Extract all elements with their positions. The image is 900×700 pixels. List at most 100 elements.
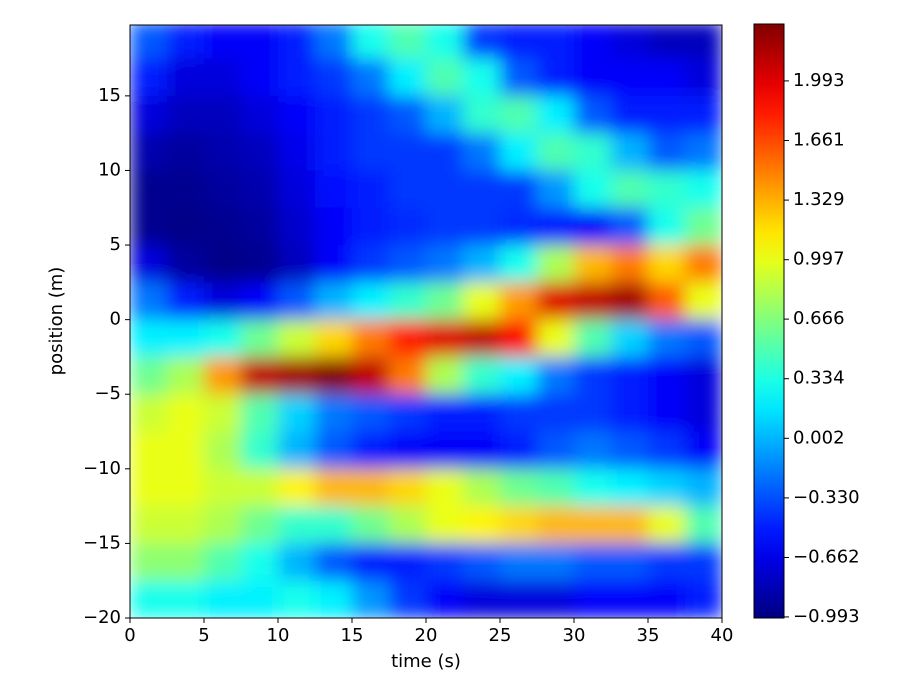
heatmap-cell	[130, 25, 168, 60]
heatmap-cell	[204, 431, 242, 470]
heatmap-cell	[130, 356, 168, 395]
heatmap-cell	[241, 431, 279, 470]
colorbar-tick-label: 1.661	[793, 130, 845, 151]
heatmap-cell	[426, 431, 464, 470]
heatmap-cell	[685, 245, 722, 283]
heatmap-cell	[278, 95, 316, 134]
heatmap-cell	[389, 580, 427, 618]
heatmap-cell	[685, 319, 722, 358]
heatmap-cell	[241, 95, 279, 134]
heatmap-cell	[648, 58, 686, 97]
heatmap-cell	[241, 356, 279, 395]
heatmap-cell	[278, 207, 316, 246]
heatmap-cell	[352, 394, 390, 433]
heatmap-cell	[685, 506, 722, 544]
heatmap-cell	[389, 170, 427, 209]
heatmap-cell	[315, 58, 353, 97]
heatmap-cell	[389, 207, 427, 246]
heatmap-cell	[278, 394, 316, 433]
heatmap-cell	[352, 356, 390, 395]
heatmap-cell	[426, 506, 464, 544]
x-tick-label: 25	[489, 625, 512, 646]
heatmap-cell	[500, 394, 538, 433]
heatmap-cell	[278, 431, 316, 470]
x-tick-label: 35	[637, 625, 660, 646]
heatmap-cell	[167, 468, 205, 507]
heatmap-cell	[426, 58, 464, 97]
heatmap-cell	[611, 394, 649, 433]
heatmap-cell	[426, 25, 464, 60]
heatmap-cell	[389, 468, 427, 507]
heatmap-cell	[167, 25, 205, 60]
heatmap-cell	[241, 170, 279, 209]
heatmap-cell	[130, 282, 168, 321]
heatmap-cell	[315, 431, 353, 470]
heatmap-cell	[574, 543, 612, 582]
heatmap-cell	[241, 468, 279, 507]
heatmap-cell	[611, 580, 649, 618]
heatmap-cell	[204, 170, 242, 209]
heatmap-cell	[537, 58, 575, 97]
heatmap-cell	[574, 356, 612, 395]
heatmap-cell	[463, 245, 501, 283]
heatmap-cell	[167, 356, 205, 395]
heatmap-cell	[648, 95, 686, 134]
heatmap-cell	[648, 506, 686, 544]
heatmap-cell	[685, 282, 722, 321]
heatmap-cell	[241, 394, 279, 433]
heatmap-cell	[352, 319, 390, 358]
heatmap-cell	[574, 282, 612, 321]
heatmap-cell	[315, 543, 353, 582]
heatmap-cell	[611, 468, 649, 507]
heatmap-cell	[500, 506, 538, 544]
heatmap-cell	[278, 25, 316, 60]
heatmap-cell	[389, 506, 427, 544]
heatmap-cell	[500, 468, 538, 507]
heatmap-cell	[241, 133, 279, 171]
heatmap-cell	[167, 207, 205, 246]
heatmap-cell	[463, 580, 501, 618]
heatmap-cell	[389, 133, 427, 171]
heatmap-cell	[389, 356, 427, 395]
y-tick-label: 15	[98, 85, 121, 106]
heatmap-cell	[648, 282, 686, 321]
heatmap-cell	[352, 245, 390, 283]
heatmap-cell	[130, 431, 168, 470]
heatmap-cell	[574, 25, 612, 60]
heatmap-cell	[611, 319, 649, 358]
heatmap-cell	[648, 394, 686, 433]
heatmap-cell	[278, 319, 316, 358]
heatmap-cell	[537, 356, 575, 395]
heatmap-cell	[315, 394, 353, 433]
heatmap-cell	[463, 282, 501, 321]
heatmap-cell	[648, 170, 686, 209]
y-tick-label: 5	[110, 234, 121, 255]
heatmap-cell	[389, 58, 427, 97]
y-tick-label: −5	[94, 383, 121, 404]
heatmap-cell	[389, 282, 427, 321]
heatmap-cell	[426, 170, 464, 209]
heatmap-cell	[426, 282, 464, 321]
heatmap-cell	[204, 506, 242, 544]
heatmap-cell	[685, 431, 722, 470]
heatmap-cell	[130, 95, 168, 134]
heatmap-cell	[611, 207, 649, 246]
heatmap-cell	[500, 133, 538, 171]
x-tick-label: 15	[341, 625, 364, 646]
heatmap-cell	[130, 133, 168, 171]
heatmap-cell	[500, 431, 538, 470]
heatmap-cell	[685, 356, 722, 395]
heatmap-cell	[537, 170, 575, 209]
heatmap-cell	[537, 394, 575, 433]
heatmap-cell	[204, 207, 242, 246]
y-tick-label: −20	[83, 607, 121, 628]
heatmap-cell	[500, 580, 538, 618]
heatmap-cell	[278, 58, 316, 97]
heatmap-cell	[574, 506, 612, 544]
colorbar-tick-label: −0.330	[793, 487, 860, 508]
heatmap-cell	[315, 25, 353, 60]
heatmap-cell	[537, 133, 575, 171]
heatmap-cell	[130, 506, 168, 544]
heatmap-cell	[204, 580, 242, 618]
heatmap-cell	[389, 245, 427, 283]
